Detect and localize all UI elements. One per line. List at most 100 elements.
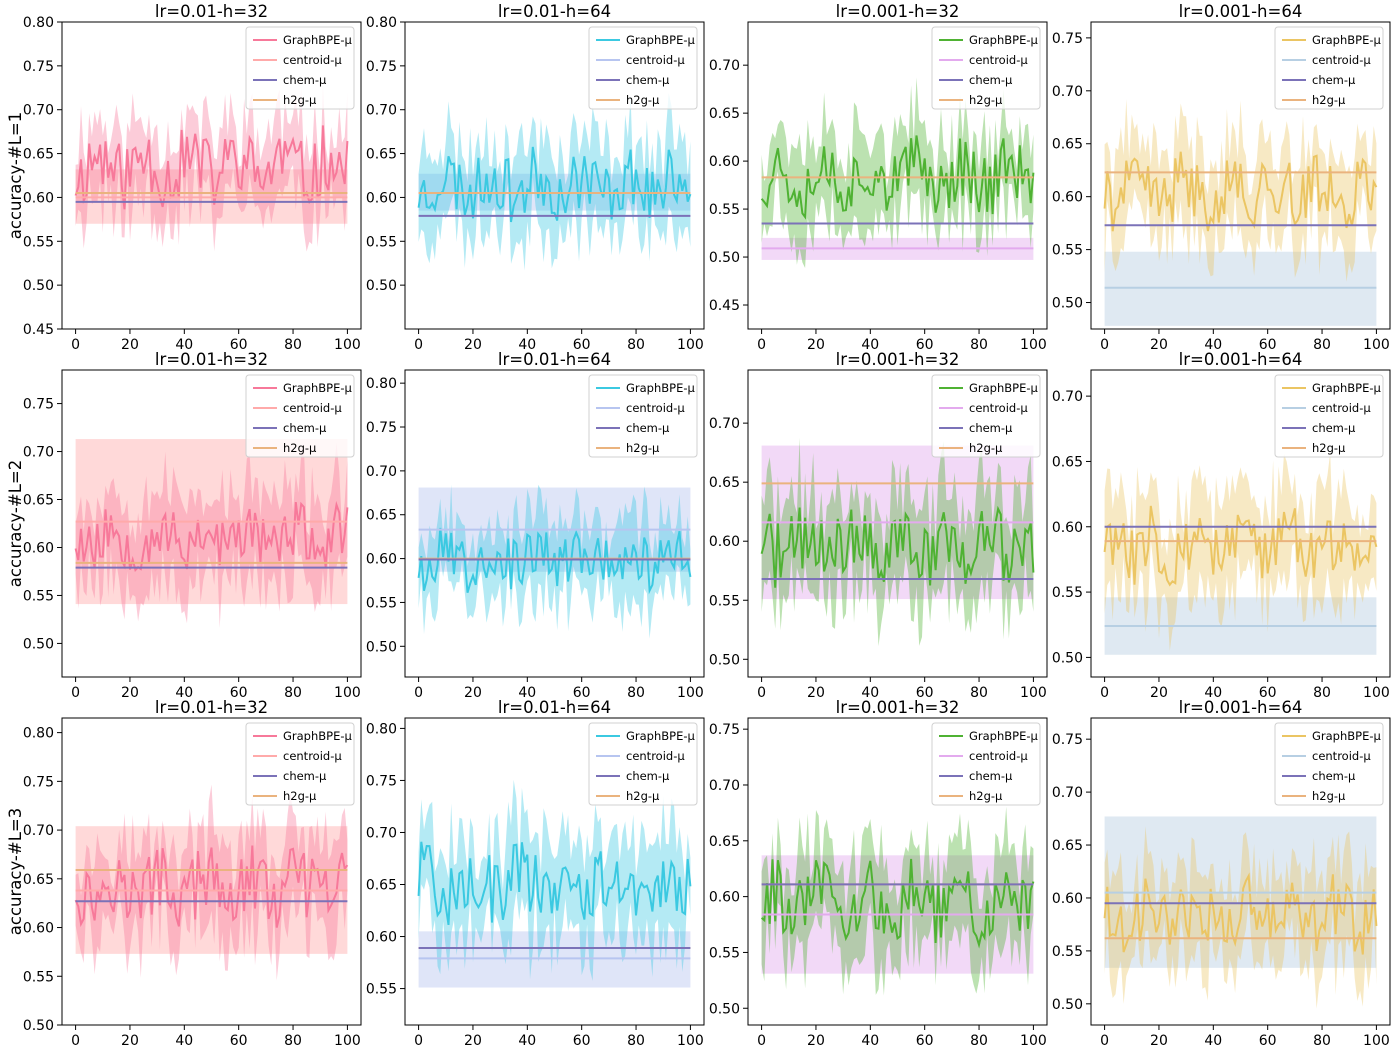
legend-label: h2g-μ <box>283 93 317 107</box>
y-tick-label: 0.70 <box>1052 389 1083 405</box>
legend-box <box>931 722 1041 806</box>
axes-frame <box>61 369 362 678</box>
x-tick-label: 40 <box>861 1033 879 1049</box>
y-tick-label: 0.55 <box>1052 585 1083 601</box>
x-tick-label: 80 <box>1313 1033 1331 1049</box>
x-tick-label: 40 <box>175 337 193 353</box>
x-tick-label: 100 <box>677 1033 704 1049</box>
y-tick-label: 0.75 <box>1052 31 1083 47</box>
y-tick-label: 0.55 <box>366 234 397 250</box>
y-tick-label: 0.80 <box>366 376 397 392</box>
legend-label: h2g-μ <box>969 789 1003 803</box>
y-tick-label: 0.60 <box>366 190 397 206</box>
legend-label: centroid-μ <box>283 401 342 415</box>
x-tick-label: 60 <box>916 1033 934 1049</box>
legend-box <box>588 722 698 806</box>
subplot-r3-c1: 0 20 40 60 80 100 0.50 0.55 0.60 0.65 0.70 0.75 0.80… <box>6 698 362 1049</box>
x-tick-label: 100 <box>1363 685 1390 701</box>
plot-area <box>1103 816 1378 1009</box>
plot-area <box>417 779 692 988</box>
legend-box <box>931 26 1041 110</box>
y-tick-label: 0.55 <box>709 202 740 218</box>
legend-label: chem-μ <box>969 73 1013 87</box>
y-tick-label: 0.80 <box>23 726 54 742</box>
y-tick-label: 0.75 <box>23 59 54 75</box>
legend-label: GraphBPE-μ <box>969 381 1039 395</box>
legend-label: h2g-μ <box>969 93 1003 107</box>
subplot-title: lr=0.01-h=32 <box>155 2 268 21</box>
y-tick-label: 0.80 <box>23 15 54 31</box>
x-tick-label: 60 <box>1259 685 1277 701</box>
subplot-r1-c2: 0 20 40 60 80 100 0.50 0.55 0.60 0.65 0.70 0.75 0.80… <box>366 2 705 353</box>
graphbpe-band <box>761 806 1034 996</box>
x-tick-label: 80 <box>284 337 302 353</box>
x-tick-label: 20 <box>121 1033 139 1049</box>
plot-area <box>417 93 692 271</box>
y-tick-label: 0.55 <box>366 595 397 611</box>
subplot-title: lr=0.001-h=64 <box>1179 698 1303 717</box>
x-tick-label: 80 <box>970 1033 988 1049</box>
x-tick-label: 0 <box>1100 685 1109 701</box>
legend-label: GraphBPE-μ <box>626 33 696 47</box>
legend-label: chem-μ <box>283 73 327 87</box>
subplot-title: lr=0.001-h=32 <box>836 350 960 369</box>
x-tick-label: 60 <box>916 337 934 353</box>
subplot-r1-c3: 0 20 40 60 80 100 0.45 0.50 0.55 0.60 0.65 0.70 lr=0… <box>709 2 1048 353</box>
x-tick-label: 0 <box>71 337 80 353</box>
y-tick-label: 0.50 <box>366 639 397 655</box>
y-tick-label: 0.50 <box>366 278 397 294</box>
subplot-r3-c4: 0 20 40 60 80 100 0.50 0.55 0.60 0.65 0.70 0.75 lr=0… <box>1052 698 1391 1049</box>
legend-box <box>245 722 355 806</box>
legend-box <box>1274 374 1384 458</box>
legend-label: chem-μ <box>283 769 327 783</box>
axes-frame <box>404 369 705 678</box>
x-tick-label: 100 <box>677 685 704 701</box>
x-tick-label: 40 <box>518 685 536 701</box>
y-tick-label: 0.55 <box>1052 243 1083 259</box>
legend-label: GraphBPE-μ <box>283 729 353 743</box>
plot-area <box>760 437 1035 647</box>
x-tick-label: 100 <box>1020 685 1047 701</box>
legend-label: centroid-μ <box>283 749 342 763</box>
legend-label: GraphBPE-μ <box>283 33 353 47</box>
graphbpe-mean-line <box>760 858 1035 949</box>
x-tick-label: 80 <box>284 1033 302 1049</box>
plot-area <box>74 84 349 252</box>
x-tick-label: 0 <box>71 1033 80 1049</box>
graphbpe-band <box>761 77 1034 268</box>
legend-label: centroid-μ <box>1312 749 1371 763</box>
axes-frame <box>61 717 362 1026</box>
x-tick-label: 100 <box>1020 337 1047 353</box>
axes-frame <box>747 21 1048 330</box>
x-tick-label: 0 <box>757 685 766 701</box>
graphbpe-mean-line <box>74 500 349 572</box>
graphbpe-mean-line <box>1103 505 1378 587</box>
x-tick-label: 80 <box>627 685 645 701</box>
x-tick-label: 60 <box>230 337 248 353</box>
legend-label: centroid-μ <box>283 53 342 67</box>
legend-label: centroid-μ <box>969 749 1028 763</box>
legend-label: chem-μ <box>626 73 670 87</box>
axes-frame <box>1090 21 1391 330</box>
legend-label: h2g-μ <box>283 441 317 455</box>
y-tick-label: 0.50 <box>709 652 740 668</box>
graphbpe-band <box>418 93 691 271</box>
y-tick-label: 0.70 <box>1052 785 1083 801</box>
x-tick-label: 100 <box>334 337 361 353</box>
y-tick-label: 0.55 <box>23 969 54 985</box>
legend-label: GraphBPE-μ <box>283 381 353 395</box>
axes-frame <box>747 369 1048 678</box>
y-tick-label: 0.60 <box>366 552 397 568</box>
y-tick-label: 0.50 <box>1052 997 1083 1013</box>
legend-label: GraphBPE-μ <box>1312 381 1382 395</box>
x-tick-label: 20 <box>807 685 825 701</box>
plot-area <box>74 439 349 628</box>
legend-label: h2g-μ <box>1312 93 1346 107</box>
legend-label: GraphBPE-μ <box>626 381 696 395</box>
x-tick-label: 40 <box>1204 1033 1222 1049</box>
y-tick-label: 0.50 <box>23 636 54 652</box>
legend-label: centroid-μ <box>626 53 685 67</box>
x-tick-label: 0 <box>414 337 423 353</box>
x-tick-label: 80 <box>627 1033 645 1049</box>
x-tick-label: 40 <box>861 685 879 701</box>
